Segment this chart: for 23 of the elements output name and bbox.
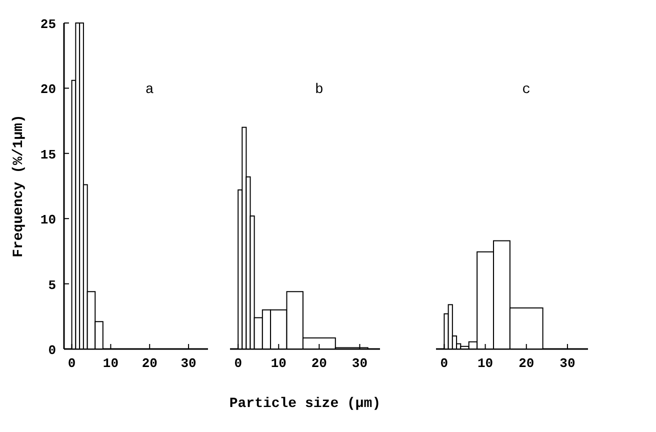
x-tick-label: 20 [518, 356, 534, 371]
x-axis-title: Particle size (µm) [229, 396, 381, 412]
y-tick-label: 25 [40, 17, 56, 32]
x-tick-label: 10 [477, 356, 494, 371]
x-tick-label: 0 [234, 356, 242, 371]
text: b [314, 82, 324, 98]
y-tick-label: 20 [40, 82, 56, 98]
x-tick-label: 0 [440, 356, 448, 371]
y-axis-title: Frequency (%/1µm) [11, 114, 27, 258]
x-tick-label: 0 [68, 356, 76, 371]
y-tick-label: 5 [48, 278, 56, 293]
y-tick-label: 15 [40, 147, 56, 162]
x-tick-label: 20 [311, 356, 328, 371]
x-tick-label: 10 [270, 356, 287, 371]
x-tick-label: 20 [142, 356, 158, 371]
text: c [522, 82, 531, 98]
x-tick-label: 30 [560, 356, 576, 371]
x-tick-label: 30 [352, 356, 368, 371]
text: a [145, 82, 154, 98]
x-tick-label: 30 [180, 356, 197, 371]
x-tick-label: 10 [102, 356, 119, 371]
y-tick-label: 0 [48, 343, 56, 358]
y-tick-label: 10 [40, 212, 56, 228]
